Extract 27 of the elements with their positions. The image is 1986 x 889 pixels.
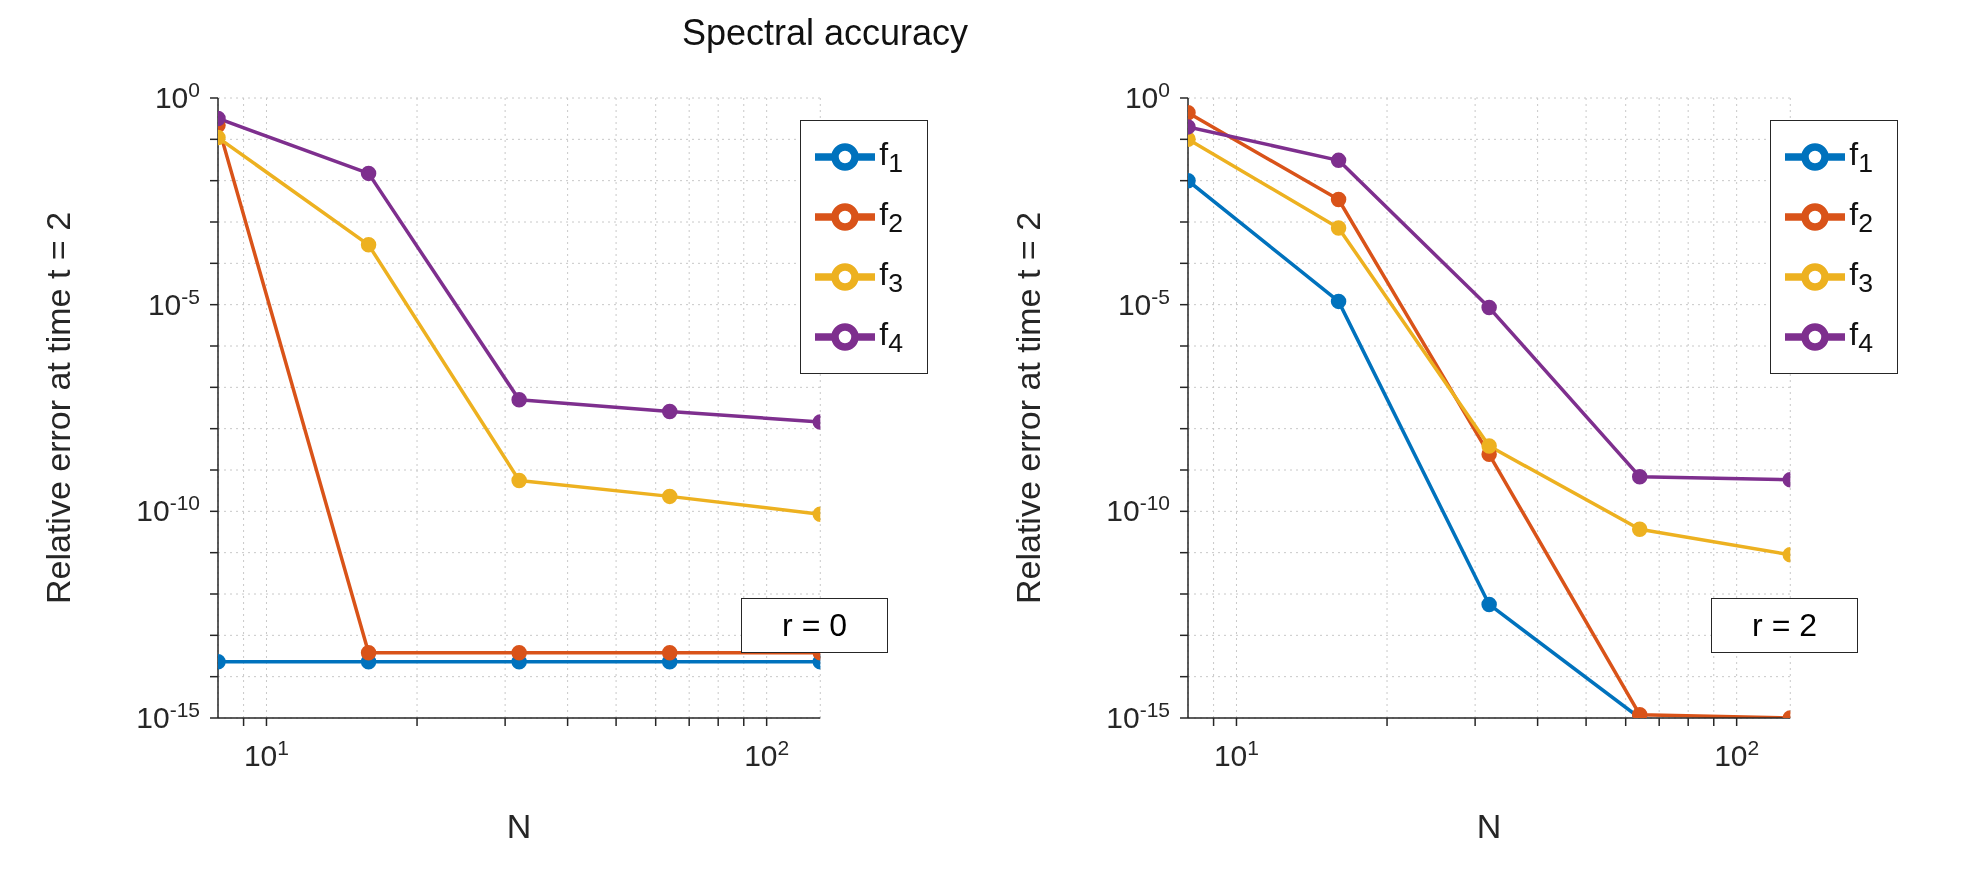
legend-label: f$_{1}$ xyxy=(879,136,903,179)
y-tick-label: 10$^{-10}$ xyxy=(1106,490,1170,528)
legend-label: f$_{2}$ xyxy=(879,196,903,239)
legend-label: f$_{3}$ xyxy=(1849,256,1873,299)
legend-label: f$_{2}$ xyxy=(1849,196,1873,239)
y-axis-title: Relative error at time t = 2 xyxy=(1009,211,1048,605)
y-axis-title: Relative error at time t = 2 xyxy=(39,211,78,605)
y-tick-label: 10$^{-15}$ xyxy=(136,697,200,734)
x-tick-label: 10$^{2}$ xyxy=(744,735,790,772)
legend-label: f$_{3}$ xyxy=(879,256,903,299)
y-tick-label: 10$^{-15}$ xyxy=(1106,697,1170,734)
y-tick-label: 10$^{-5}$ xyxy=(1117,284,1170,321)
y-tick-label: 10$^{-5}$ xyxy=(147,284,200,321)
x-tick-label: 10$^{1}$ xyxy=(243,735,289,772)
x-axis-title: N xyxy=(506,807,532,845)
y-tick-label: 10$^{-10}$ xyxy=(136,490,200,528)
legend-label: f$_{4}$ xyxy=(1849,316,1873,359)
annotation: r = 0 xyxy=(741,598,888,653)
x-axis-title: N xyxy=(1476,807,1502,845)
annotation: r = 2 xyxy=(1711,598,1858,653)
legend-label: f$_{4}$ xyxy=(879,316,903,359)
legend-label: f$_{1}$ xyxy=(1849,136,1873,179)
x-tick-label: 10$^{1}$ xyxy=(1213,735,1259,772)
chart-title: Spectral accuracy xyxy=(680,11,969,55)
x-tick-label: 10$^{2}$ xyxy=(1714,735,1760,772)
y-tick-label: 10$^{0}$ xyxy=(154,77,200,114)
y-tick-label: 10$^{0}$ xyxy=(1124,77,1170,114)
